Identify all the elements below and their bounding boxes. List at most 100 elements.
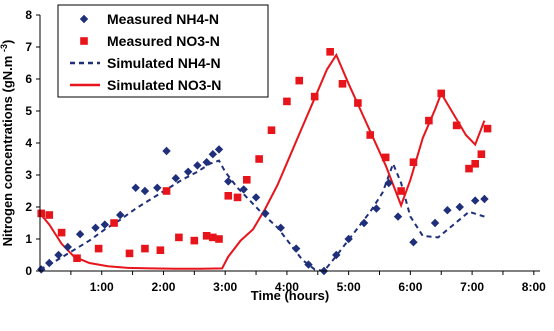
- measured-no3-point: [94, 244, 103, 253]
- measured-nh4-point: [75, 230, 85, 239]
- measured-nh4-point: [91, 223, 100, 232]
- measured-no3-point: [57, 228, 66, 237]
- measured-no3-point: [110, 219, 118, 227]
- measured-no3-point: [141, 244, 149, 253]
- y-tick-label: 3: [25, 168, 32, 182]
- measured-nh4-point: [430, 218, 440, 228]
- measured-no3-point: [354, 99, 362, 107]
- measured-no3-point: [381, 153, 390, 162]
- measured-nh4-point: [332, 250, 341, 260]
- measured-nh4-point: [214, 145, 224, 154]
- measured-no3-point: [366, 131, 375, 139]
- y-tick-label: 2: [25, 200, 32, 214]
- y-axis-title-superscript: -3: [0, 44, 9, 52]
- measured-no3-point: [37, 209, 46, 218]
- measured-no3-point: [483, 124, 492, 133]
- measured-nh4-point: [45, 258, 54, 268]
- measured-nh4-point: [304, 260, 313, 269]
- legend-label: Simulated NO3-N: [107, 77, 221, 93]
- axes: 0 1 2 3 4 5 6 7 8 1:00 2:00 3:00 4:00 5:00 6:00 7:00 8:0…: [0, 8, 546, 303]
- measured-nh4-point: [409, 238, 418, 247]
- x-tick-label: 8:00: [522, 280, 546, 294]
- measured-nh4-point: [153, 183, 162, 192]
- y-tick-label: 5: [25, 104, 32, 118]
- measured-nh4-point: [251, 193, 261, 202]
- legend-label: Measured NO3-N: [107, 33, 220, 49]
- measured-no3-point: [295, 76, 304, 85]
- measured-no3-point: [190, 236, 199, 245]
- measured-nh4-point: [455, 202, 464, 212]
- measured-nh4-point: [470, 196, 480, 205]
- measured-nh4-point: [202, 158, 211, 167]
- measured-nh4-point: [384, 178, 393, 188]
- legend-symbol-square: [80, 37, 88, 45]
- measured-no3-point: [224, 192, 233, 200]
- measured-nh4-point: [100, 220, 110, 229]
- measured-no3-point: [437, 89, 446, 98]
- y-tick-label: 1: [25, 232, 32, 246]
- measured-no3-point: [326, 48, 334, 56]
- measured-nh4-point: [116, 210, 125, 220]
- measured-no3-point: [477, 150, 486, 158]
- measured-no3-point: [267, 126, 276, 134]
- measured-nh4-point: [54, 250, 63, 260]
- measured-no3-point: [425, 116, 433, 125]
- x-tick-label: 4:00: [275, 280, 299, 294]
- measured-no3-point: [45, 211, 54, 219]
- y-tick-label: 0: [25, 264, 32, 278]
- x-tick-label: 3:00: [213, 280, 237, 294]
- measured-nh4-point: [171, 174, 181, 183]
- y-tick-label: 4: [25, 136, 32, 150]
- measured-nh4-point: [480, 194, 489, 204]
- measured-no3-point: [215, 235, 223, 243]
- measured-nh4-point: [261, 209, 270, 218]
- measured-nh4-point: [291, 244, 301, 253]
- measured-nh4-point: [359, 218, 369, 228]
- legend-box: [57, 4, 269, 98]
- measured-nh4-point: [162, 146, 171, 156]
- legend-label: Simulated NH4-N: [107, 55, 221, 71]
- measured-no3-point: [397, 187, 405, 195]
- measured-no3-point: [162, 187, 171, 195]
- legend-label: Measured NH4-N: [107, 11, 219, 27]
- measured-no3-point: [338, 80, 347, 88]
- x-tick-label: 7:00: [460, 280, 484, 294]
- measured-nh4-point: [37, 265, 46, 274]
- y-tick-label: 6: [25, 72, 32, 86]
- measured-no3-point: [242, 176, 251, 184]
- measured-no3-point: [73, 254, 81, 262]
- y-tick-label: 8: [25, 8, 32, 22]
- measured-nh4-point: [372, 204, 381, 213]
- x-tick-label: 5:00: [337, 280, 361, 294]
- plot-area: [37, 48, 492, 276]
- legend-symbol-diamond: [79, 14, 89, 24]
- y-tick-label: 7: [25, 40, 32, 54]
- measured-nh4-point: [393, 212, 403, 221]
- legend: Measured NH4-N Measured NO3-N Simulated NH…: [57, 4, 269, 98]
- measured-no3-point: [233, 193, 242, 202]
- measured-no3-point: [255, 155, 263, 163]
- measured-nh4-point: [443, 206, 452, 215]
- measured-no3-point: [209, 233, 217, 242]
- measured-no3-point: [202, 232, 211, 240]
- measured-no3-point: [125, 249, 134, 258]
- x-tick-label: 6:00: [398, 280, 422, 294]
- measured-nh4-point: [131, 183, 140, 192]
- measured-nh4-point: [183, 167, 193, 176]
- measured-nh4-point: [224, 177, 233, 186]
- x-tick-label: 1:00: [90, 280, 114, 294]
- x-tick-label: 2:00: [151, 280, 175, 294]
- measured-no3-point: [465, 164, 473, 173]
- measured-nh4-point: [276, 223, 285, 232]
- measured-no3-point: [283, 97, 291, 106]
- measured-nh4-point: [63, 242, 72, 252]
- measured-nh4-point: [239, 185, 248, 194]
- measured-nh4-point: [344, 234, 353, 244]
- measured-nh4-point: [140, 186, 150, 196]
- measured-no3-point: [310, 92, 319, 101]
- measured-nh4-point: [208, 150, 218, 159]
- y-axis-title-close: ): [0, 40, 15, 44]
- measured-no3-point: [156, 246, 165, 254]
- measured-no3-point: [452, 121, 461, 130]
